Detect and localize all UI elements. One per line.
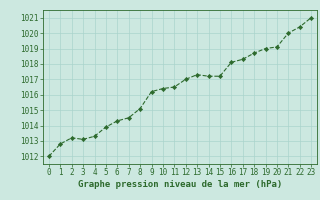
X-axis label: Graphe pression niveau de la mer (hPa): Graphe pression niveau de la mer (hPa)	[78, 180, 282, 189]
